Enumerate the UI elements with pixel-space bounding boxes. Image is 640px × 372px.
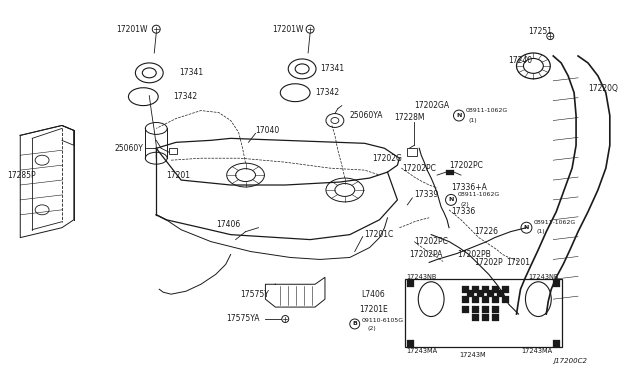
Text: 17201: 17201: [166, 171, 190, 180]
Text: N: N: [449, 198, 454, 202]
Bar: [502, 296, 509, 303]
Text: 17341: 17341: [320, 64, 344, 73]
Text: 17202PB: 17202PB: [457, 250, 491, 259]
Text: 17285P: 17285P: [7, 171, 36, 180]
Bar: [482, 286, 489, 293]
Bar: [477, 290, 484, 297]
Text: 17336+A: 17336+A: [451, 183, 487, 192]
Text: N: N: [524, 225, 529, 230]
Bar: [492, 306, 499, 313]
Text: 17202P: 17202P: [474, 258, 502, 267]
Text: 17243MA: 17243MA: [406, 348, 438, 354]
Text: 17201W: 17201W: [116, 25, 148, 34]
Bar: [407, 340, 414, 347]
Text: 17342: 17342: [173, 92, 197, 101]
Bar: [482, 306, 489, 313]
Bar: [472, 306, 479, 313]
Text: (1): (1): [469, 118, 477, 123]
Text: (1): (1): [536, 229, 545, 234]
Bar: [407, 280, 414, 287]
Text: 17202GA: 17202GA: [414, 101, 449, 110]
Text: 17251: 17251: [529, 27, 552, 36]
Text: 08911-1062G: 08911-1062G: [466, 108, 508, 113]
Text: 17202PC: 17202PC: [403, 164, 436, 173]
Text: 08911-1062G: 08911-1062G: [458, 192, 500, 198]
Text: 17201C: 17201C: [365, 230, 394, 239]
Text: (2): (2): [367, 326, 376, 331]
Bar: [492, 314, 499, 321]
Text: 17201W: 17201W: [273, 25, 304, 34]
Bar: [472, 286, 479, 293]
Text: B: B: [352, 321, 357, 327]
Text: 17243MA: 17243MA: [522, 348, 552, 354]
Text: 17201E: 17201E: [360, 305, 388, 314]
Text: L7406: L7406: [362, 290, 385, 299]
Text: 09110-6105G: 09110-6105G: [362, 318, 404, 324]
Text: 17240: 17240: [509, 57, 532, 65]
Text: 17575Y: 17575Y: [241, 290, 269, 299]
Bar: [492, 286, 499, 293]
Text: 17243NB: 17243NB: [529, 274, 559, 280]
Text: 17202G: 17202G: [372, 154, 403, 163]
Bar: [462, 286, 469, 293]
Text: 17336: 17336: [451, 207, 476, 216]
Bar: [462, 306, 469, 313]
Bar: [502, 286, 509, 293]
Bar: [169, 148, 177, 154]
Bar: [446, 170, 454, 175]
Text: 17202PA: 17202PA: [410, 250, 443, 259]
Text: 17202PC: 17202PC: [449, 161, 483, 170]
Bar: [487, 290, 493, 297]
Text: 17341: 17341: [179, 68, 203, 77]
Bar: [405, 279, 562, 347]
Text: 17202PC: 17202PC: [414, 237, 448, 246]
Bar: [492, 296, 499, 303]
Text: 17575YA: 17575YA: [226, 314, 259, 324]
Text: 08911-1062G: 08911-1062G: [533, 220, 575, 225]
Text: 25060YA: 25060YA: [350, 111, 383, 120]
Text: 17228M: 17228M: [394, 113, 425, 122]
Bar: [497, 290, 504, 297]
Text: 17220Q: 17220Q: [588, 84, 618, 93]
Text: N: N: [456, 113, 461, 118]
Text: 17339: 17339: [414, 190, 438, 199]
Bar: [467, 290, 474, 297]
Bar: [553, 340, 560, 347]
Text: 17406: 17406: [216, 220, 240, 229]
Bar: [553, 280, 560, 287]
Bar: [472, 296, 479, 303]
Text: 17342: 17342: [315, 88, 339, 97]
Text: 25060Y: 25060Y: [115, 144, 143, 153]
Text: 17243NB: 17243NB: [406, 274, 436, 280]
Bar: [482, 314, 489, 321]
Bar: [482, 296, 489, 303]
Bar: [407, 148, 417, 156]
Text: 17201: 17201: [507, 258, 531, 267]
Text: (2): (2): [461, 202, 470, 207]
Text: 17243M: 17243M: [459, 352, 486, 358]
Text: 17040: 17040: [255, 126, 280, 135]
Bar: [472, 314, 479, 321]
Bar: [462, 296, 469, 303]
Text: 17226: 17226: [474, 227, 498, 236]
Text: J17200C2: J17200C2: [553, 358, 588, 364]
